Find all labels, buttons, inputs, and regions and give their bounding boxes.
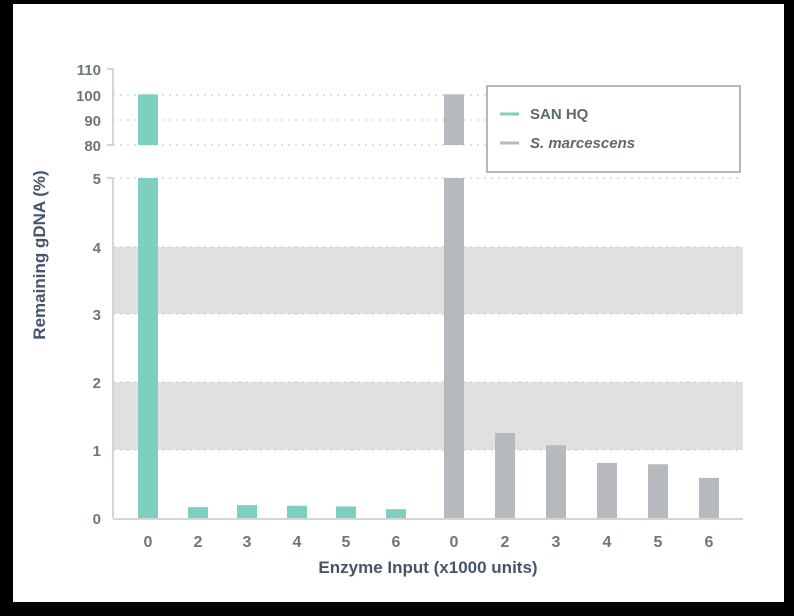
bar [336, 506, 356, 518]
shaded-band-1-2 [113, 382, 743, 450]
gridlines [113, 94, 743, 451]
x-tick-label: 0 [144, 534, 153, 551]
svg-text:110: 110 [77, 62, 101, 79]
bar [287, 505, 307, 518]
svg-text:1: 1 [93, 443, 101, 460]
bar [495, 433, 515, 518]
bar-chart: 110 100 90 80 5 4 3 2 1 0 0 2 3 4 5 6 0 2 3 4 5 6 E… [30, 62, 743, 577]
x-tick-label: 5 [654, 534, 663, 551]
x-tick-label: 2 [194, 534, 203, 551]
legend: SAN HQ S. marcescens [486, 85, 741, 173]
bar-lower-segment [444, 178, 464, 518]
x-tick-label: 3 [243, 534, 252, 551]
x-tick-label: 6 [705, 534, 714, 551]
x-tick-labels: 0 2 3 4 5 6 0 2 3 4 5 6 [144, 534, 714, 551]
bar-upper-segment [444, 94, 464, 145]
y-axis-upper [107, 68, 114, 146]
legend-label-s-marcescens: S. marcescens [530, 135, 635, 152]
x-tick-label: 5 [342, 534, 351, 551]
svg-text:4: 4 [93, 240, 102, 257]
x-axis-title: Enzyme Input (x1000 units) [318, 558, 537, 577]
chart-canvas: 110 100 90 80 5 4 3 2 1 0 0 2 3 4 5 6 0 2 3 4 5 6 E… [13, 4, 784, 602]
y-axis-lower [107, 177, 114, 518]
svg-text:80: 80 [84, 138, 101, 155]
bar [648, 464, 668, 518]
y-tick-labels-upper: 110 100 90 80 [76, 62, 101, 155]
bars [138, 94, 719, 518]
bar-lower-segment [138, 178, 158, 518]
svg-text:90: 90 [84, 113, 101, 130]
svg-text:3: 3 [93, 307, 101, 324]
x-tick-label: 0 [450, 534, 459, 551]
bar [699, 477, 719, 518]
bar [597, 462, 617, 518]
y-tick-labels-lower: 5 4 3 2 1 0 [93, 171, 102, 528]
legend-label-san-hq: SAN HQ [530, 106, 589, 123]
bar [546, 445, 566, 518]
x-tick-label: 3 [552, 534, 561, 551]
bar [188, 507, 208, 518]
bar [386, 509, 406, 518]
svg-text:100: 100 [76, 88, 101, 105]
bar-upper-segment [138, 94, 158, 145]
svg-text:0: 0 [93, 511, 101, 528]
y-axis-title: Remaining gDNA (%) [30, 170, 49, 339]
x-tick-label: 2 [501, 534, 510, 551]
x-tick-label: 4 [293, 534, 302, 551]
x-tick-label: 6 [392, 534, 401, 551]
svg-text:2: 2 [93, 375, 101, 392]
svg-text:5: 5 [93, 171, 101, 188]
x-tick-label: 4 [603, 534, 612, 551]
legend-box [486, 85, 741, 173]
shaded-band-3-4 [113, 247, 743, 314]
bar [237, 505, 257, 518]
